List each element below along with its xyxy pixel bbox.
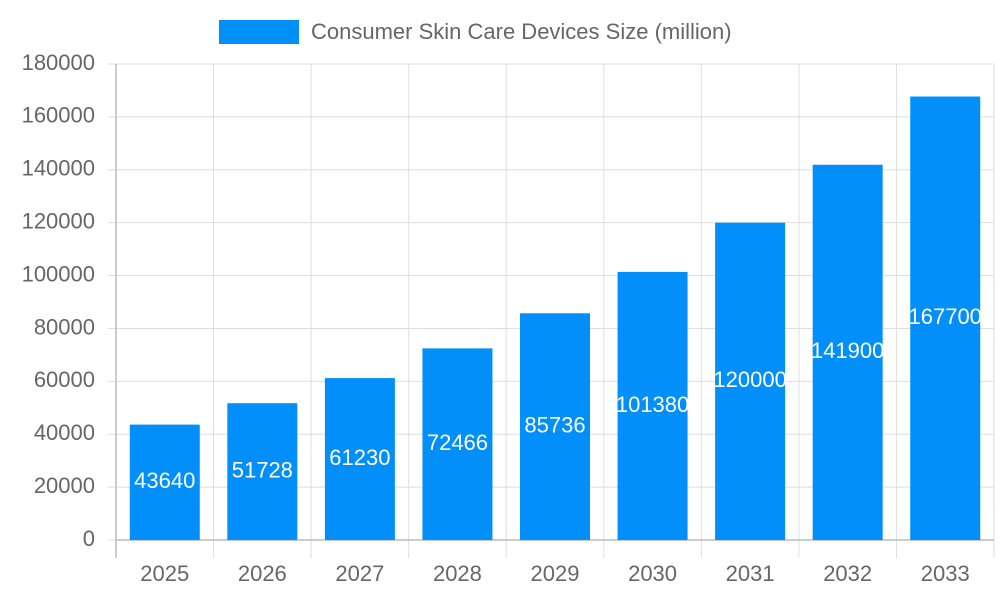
data-label: 51728 [232,457,293,482]
data-label: 61230 [329,445,390,470]
bar [617,271,688,540]
y-tick-label: 180000 [22,50,95,75]
x-tick-label: 2032 [823,561,872,586]
bar [520,313,590,540]
data-label: 141900 [811,338,884,363]
bar [227,403,298,540]
x-tick-label: 2031 [726,561,775,586]
x-tick-label: 2029 [531,561,580,586]
x-tick-label: 2027 [335,561,384,586]
x-tick-label: 2026 [238,561,287,586]
y-tick-label: 120000 [22,208,95,233]
y-tick-label: 80000 [34,314,95,339]
y-tick-label: 40000 [34,420,95,445]
x-tick-label: 2033 [921,561,970,586]
y-tick-label: 20000 [34,473,95,498]
y-tick-label: 140000 [22,156,95,181]
data-label: 167700 [909,304,982,329]
data-label: 101380 [616,392,689,417]
data-label: 72466 [427,430,488,455]
y-tick-label: 160000 [22,103,95,128]
bar [910,96,981,540]
x-tick-label: 2030 [628,561,677,586]
data-label: 43640 [134,468,195,493]
bar [129,424,200,540]
x-tick-label: 2028 [433,561,482,586]
y-tick-label: 0 [83,526,95,551]
y-tick-label: 100000 [22,261,95,286]
bar [715,222,786,540]
data-label: 120000 [713,367,786,392]
bar [812,164,883,540]
x-tick-label: 2025 [140,561,189,586]
y-tick-label: 60000 [34,367,95,392]
bar [422,348,493,540]
legend-swatch [219,20,299,44]
legend-label: Consumer Skin Care Devices Size (million… [311,19,732,44]
data-label: 85736 [524,412,585,437]
bar [324,378,395,540]
